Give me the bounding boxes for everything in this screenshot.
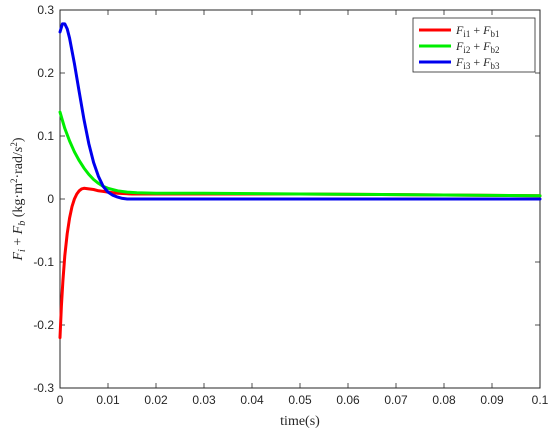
y-axis-label: Fi + Fb (kg·m2·rad/s2): [9, 137, 28, 261]
y-tick-label: 0.2: [37, 66, 54, 80]
x-tick-label: 0.04: [240, 393, 264, 407]
y-tick-label: 0.1: [37, 129, 54, 143]
x-tick-label: 0.09: [480, 393, 504, 407]
x-tick-label: 0.1: [532, 393, 549, 407]
x-tick-label: 0.05: [288, 393, 312, 407]
series-line-3: [58, 22, 542, 201]
y-tick-label: 0.3: [37, 3, 54, 17]
x-tick-label: 0.01: [96, 393, 120, 407]
x-tick-label: 0.07: [384, 393, 408, 407]
series-lines: [58, 22, 542, 340]
y-tick-label: -0.1: [33, 255, 54, 269]
y-tick-label: -0.2: [33, 318, 54, 332]
legend-entry-1: Fi1 + Fb1: [455, 23, 499, 39]
x-tick-label: 0.08: [432, 393, 456, 407]
x-axis: 0 0.01 0.02 0.03 0.04 0.05 0.06 0.07 0.08 0.09 0.1: [57, 10, 549, 407]
legend-entry-3: Fi3 + Fb3: [455, 55, 500, 71]
x-axis-label: time(s): [280, 414, 320, 429]
y-axis: -0.3 -0.2 -0.1 0 0.1 0.2 0.3: [33, 3, 540, 395]
y-tick-label: -0.3: [33, 381, 54, 395]
x-tick-label: 0.03: [192, 393, 216, 407]
x-tick-label: 0.06: [336, 393, 360, 407]
series-line-2: [58, 110, 542, 198]
legend-entry-2: Fi2 + Fb2: [455, 39, 499, 55]
y-tick-label: 0: [47, 192, 54, 206]
x-tick-label: 0: [57, 393, 64, 407]
x-tick-label: 0.02: [144, 393, 168, 407]
